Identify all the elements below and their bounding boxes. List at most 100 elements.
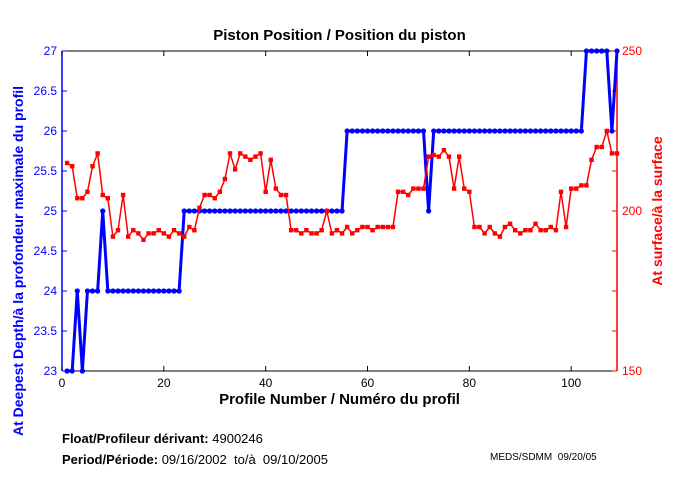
depth-point xyxy=(105,288,111,294)
depth-point xyxy=(380,128,386,134)
depth-point xyxy=(390,128,396,134)
surface-point xyxy=(222,176,228,182)
depth-point xyxy=(339,208,345,214)
surface-point xyxy=(294,228,299,233)
y-left-tick-label: 24 xyxy=(44,284,58,298)
y-right-tick-label: 200 xyxy=(622,204,642,218)
depth-point xyxy=(451,128,457,134)
surface-point xyxy=(304,228,309,233)
depth-point xyxy=(431,128,437,134)
surface-point xyxy=(599,144,604,150)
surface-point xyxy=(146,231,151,236)
surface-point xyxy=(507,221,513,226)
x-tick-label: 0 xyxy=(59,376,66,390)
surface-point xyxy=(161,231,167,236)
surface-point xyxy=(253,154,258,159)
surface-point xyxy=(166,234,172,239)
depth-point xyxy=(288,208,294,214)
surface-point xyxy=(497,234,503,239)
surface-point xyxy=(589,157,594,162)
depth-point xyxy=(359,128,366,134)
depth-point xyxy=(517,128,523,134)
depth-point xyxy=(543,128,549,134)
depth-point xyxy=(354,128,360,134)
surface-point xyxy=(344,224,350,230)
depth-point xyxy=(181,208,187,214)
depth-point xyxy=(568,128,574,134)
depth-point xyxy=(471,128,478,134)
surface-point xyxy=(232,167,238,172)
depth-point xyxy=(420,128,427,134)
surface-point xyxy=(584,183,589,188)
y-right-tick-label: 150 xyxy=(622,364,642,378)
surface-point xyxy=(406,192,411,198)
y-right-axis-label: At surface/à la surface xyxy=(649,136,665,286)
y-right-tick-label: 250 xyxy=(622,44,642,58)
surface-point xyxy=(243,154,248,159)
surface-point xyxy=(390,224,396,230)
surface-point xyxy=(75,196,80,201)
surface-point xyxy=(548,224,554,230)
surface-point xyxy=(609,151,615,156)
surface-point xyxy=(309,231,314,236)
surface-point xyxy=(426,154,431,159)
depth-point xyxy=(156,288,162,294)
surface-point xyxy=(90,164,95,169)
surface-point xyxy=(416,186,421,191)
surface-point xyxy=(80,196,85,201)
surface-point xyxy=(187,224,192,230)
surface-point xyxy=(238,151,243,156)
surface-point xyxy=(395,189,401,194)
depth-point xyxy=(79,368,85,374)
depth-point xyxy=(400,128,406,134)
depth-point xyxy=(222,208,228,214)
depth-point xyxy=(507,128,513,134)
depth-point xyxy=(385,128,391,134)
surface-point xyxy=(574,186,579,191)
surface-point xyxy=(492,231,497,236)
surface-point xyxy=(421,186,426,191)
surface-point xyxy=(156,228,161,233)
surface-point xyxy=(278,192,284,198)
depth-point xyxy=(151,288,157,294)
surface-point xyxy=(487,224,492,230)
depth-point xyxy=(64,368,70,374)
float-value: 4900246 xyxy=(212,431,263,446)
depth-point xyxy=(273,208,279,214)
surface-point xyxy=(141,237,146,242)
surface-point xyxy=(472,224,477,230)
depth-point xyxy=(532,128,539,134)
depth-point xyxy=(329,208,335,214)
surface-point xyxy=(120,192,126,198)
surface-point xyxy=(151,231,156,236)
surface-point xyxy=(176,231,182,236)
depth-point xyxy=(583,48,590,54)
depth-point xyxy=(466,128,472,134)
depth-point xyxy=(313,208,320,214)
surface-point xyxy=(400,189,406,194)
depth-point xyxy=(405,128,411,134)
depth-point xyxy=(166,288,172,294)
depth-point xyxy=(588,48,595,54)
surface-point xyxy=(263,189,268,194)
depth-point xyxy=(436,128,442,134)
surface-point xyxy=(431,152,436,158)
depth-point xyxy=(176,288,182,294)
surface-point xyxy=(558,189,564,194)
depth-point xyxy=(609,128,615,134)
depth-point xyxy=(415,128,422,134)
surface-point xyxy=(456,154,462,159)
depth-point xyxy=(558,128,564,134)
depth-point xyxy=(257,208,264,214)
surface-point xyxy=(614,151,620,156)
surface-point xyxy=(518,231,523,236)
depth-point xyxy=(573,128,579,134)
depth-point xyxy=(548,128,554,134)
depth-point xyxy=(84,288,91,294)
depth-point xyxy=(512,128,518,134)
surface-point xyxy=(171,228,177,233)
depth-point xyxy=(303,208,310,214)
surface-point xyxy=(594,144,599,150)
surface-point xyxy=(462,186,467,191)
surface-point xyxy=(482,231,487,236)
